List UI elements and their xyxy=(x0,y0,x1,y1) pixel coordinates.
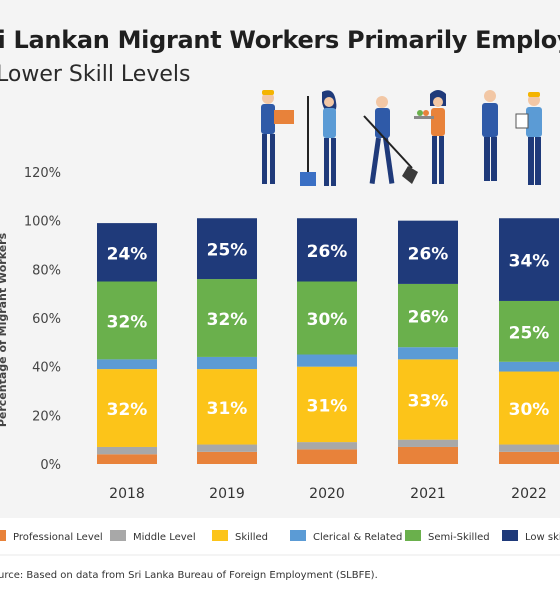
data-label: 30% xyxy=(307,310,348,330)
waiter-with-tray-icon xyxy=(414,90,446,184)
data-label: 25% xyxy=(207,241,248,261)
legend-swatch xyxy=(502,530,518,541)
y-tick-label: 60% xyxy=(32,312,61,327)
legend-swatch xyxy=(405,530,421,541)
legend: Professional Level Middle Level Skilled Cle… xyxy=(0,518,560,554)
x-tick-label: 2022 xyxy=(511,486,547,502)
y-tick-label: 20% xyxy=(32,409,61,424)
worker-with-shovel-icon xyxy=(363,96,418,184)
x-tick-label: 2020 xyxy=(309,486,345,502)
bar-segment xyxy=(197,356,257,370)
bar-segment xyxy=(398,283,458,348)
data-label: 32% xyxy=(207,310,248,330)
legend-item: Professional Level xyxy=(0,530,103,544)
legend-label: Low skil xyxy=(525,532,560,543)
bar-segment xyxy=(499,218,559,301)
bar-segment xyxy=(499,444,559,452)
data-label: 32% xyxy=(107,400,148,420)
footer xyxy=(0,556,560,600)
bar-segment xyxy=(197,451,257,464)
workers-illustration xyxy=(261,90,542,186)
source-note: urce: Based on data from Sri Lanka Burea… xyxy=(0,570,378,581)
bar-segment xyxy=(398,359,458,440)
y-axis-label: Percentage of Migrant Workers xyxy=(0,232,9,427)
legend-item: Middle Level xyxy=(110,530,196,544)
x-tick-label: 2018 xyxy=(109,486,145,502)
bar-segment xyxy=(499,451,559,464)
data-label: 25% xyxy=(509,323,550,343)
legend-label: Middle Level xyxy=(133,532,196,543)
legend-swatch xyxy=(290,530,306,541)
legend-item: Skilled xyxy=(212,530,268,544)
x-axis: 2018 2019 2020 2021 2022 xyxy=(109,486,547,502)
bar-segment xyxy=(297,449,357,464)
y-tick-label: 0% xyxy=(40,458,61,473)
bar-segment xyxy=(297,442,357,450)
bar-segment xyxy=(499,300,559,362)
data-label: 30% xyxy=(509,400,550,420)
bar-segment xyxy=(297,354,357,367)
bar-segment xyxy=(97,446,157,455)
data-label: 31% xyxy=(307,396,348,416)
y-tick-label: 40% xyxy=(32,361,61,376)
bar-segment xyxy=(398,446,458,464)
legend-item: Low skil xyxy=(502,530,560,544)
legend-swatch xyxy=(0,530,6,541)
bar-segment xyxy=(297,366,357,443)
stacked-bar-chart: 0% 20% 40% 60% 80% 100% 120% 32% 32% 24% 31% 32% 25… xyxy=(0,90,559,502)
legend-label: Professional Level xyxy=(13,532,103,543)
legend-item: Clerical & Related xyxy=(290,530,402,544)
y-tick-label: 80% xyxy=(32,263,61,278)
data-label: 24% xyxy=(107,244,148,264)
bar-segment xyxy=(197,444,257,452)
x-tick-label: 2019 xyxy=(209,486,245,502)
bar-segment xyxy=(398,347,458,360)
chart-background xyxy=(0,0,560,560)
data-label: 33% xyxy=(408,392,449,412)
chart-title: ri Lankan Migrant Workers Primarily Empl… xyxy=(0,26,560,54)
legend-swatch xyxy=(110,530,126,541)
worker-with-box-icon xyxy=(261,90,294,184)
y-tick-label: 120% xyxy=(24,166,61,181)
y-axis: 0% 20% 40% 60% 80% 100% 120% xyxy=(24,166,61,473)
legend-label: Semi-Skilled xyxy=(428,532,490,543)
bar-segment xyxy=(97,223,157,282)
bar-segment xyxy=(197,369,257,445)
data-label: 26% xyxy=(408,308,449,328)
y-tick-label: 100% xyxy=(24,215,61,230)
bar-segment xyxy=(297,218,357,282)
bar-segment xyxy=(398,439,458,447)
chart-subtitle: Lower Skill Levels xyxy=(0,62,191,87)
bar-segment xyxy=(197,279,257,357)
x-tick-label: 2021 xyxy=(410,486,446,502)
legend-swatch xyxy=(212,530,228,541)
data-label: 26% xyxy=(307,242,348,262)
engineer-with-clipboard-icon xyxy=(515,92,542,185)
legend-item: Semi-Skilled xyxy=(405,530,490,544)
bar-segment xyxy=(499,361,559,372)
data-label: 32% xyxy=(107,312,148,332)
bar-segment xyxy=(97,454,157,464)
doctor-icon xyxy=(482,90,498,181)
data-label: 31% xyxy=(207,399,248,419)
bar-segment xyxy=(297,281,357,355)
data-label: 34% xyxy=(509,252,550,272)
legend-label: Skilled xyxy=(235,532,268,543)
data-label: 26% xyxy=(408,244,449,264)
bar-segment xyxy=(97,369,157,447)
bar-segment xyxy=(97,281,157,360)
bar-segment xyxy=(499,371,559,445)
legend-label: Clerical & Related xyxy=(313,532,403,543)
bars: 32% 32% 24% 31% 32% 25% 31% 30% 26% 33% 26% 26% 30% 2… xyxy=(97,218,559,464)
worker-with-mop-icon xyxy=(300,90,337,186)
bar-segment xyxy=(197,218,257,280)
bar-segment xyxy=(398,220,458,284)
bar-segment xyxy=(97,359,157,370)
